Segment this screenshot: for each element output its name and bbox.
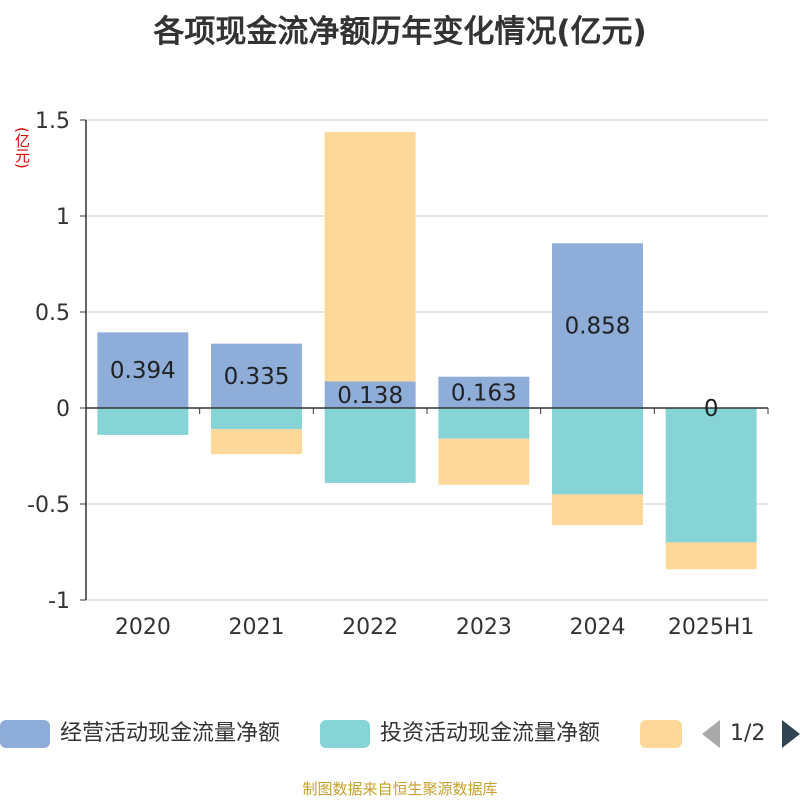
data-label-operating: 0.394 bbox=[110, 358, 176, 384]
y-tick-label: 1.5 bbox=[35, 109, 70, 134]
bar-investing-2025H1 bbox=[665, 408, 757, 543]
bar-third-2022 bbox=[324, 131, 416, 382]
y-tick-label: -0.5 bbox=[27, 493, 70, 518]
legend-page-indicator: 1/2 bbox=[730, 721, 766, 746]
chart-title: 各项现金流净额历年变化情况(亿元) bbox=[153, 14, 647, 50]
legend-swatch-operating[interactable] bbox=[0, 720, 50, 748]
bar-third-2024 bbox=[552, 494, 643, 526]
legend-swatch-third[interactable] bbox=[640, 720, 682, 748]
data-label-operating: 0.858 bbox=[565, 314, 631, 340]
y-tick-label: 1 bbox=[56, 205, 70, 230]
x-tick-label: 2023 bbox=[456, 615, 512, 640]
data-label-operating: 0.163 bbox=[451, 380, 517, 406]
bar-investing-2020 bbox=[97, 408, 189, 435]
data-source-note: 制图数据来自恒生聚源数据库 bbox=[302, 780, 498, 798]
legend-label-investing[interactable]: 投资活动现金流量净额 bbox=[380, 721, 601, 746]
bar-investing-2022 bbox=[324, 408, 416, 483]
bar-operating-2023 bbox=[438, 376, 530, 408]
data-label-operating: 0.138 bbox=[337, 383, 403, 409]
bar-third-2021 bbox=[211, 429, 302, 455]
x-tick-label: 2022 bbox=[342, 615, 398, 640]
bar-operating-2022 bbox=[324, 381, 416, 408]
legend-prev-page-icon[interactable] bbox=[702, 720, 720, 748]
x-tick-label: 2020 bbox=[115, 615, 171, 640]
x-tick-label: 2021 bbox=[229, 615, 285, 640]
bar-investing-2023 bbox=[438, 408, 530, 439]
data-label-operating: 0 bbox=[704, 396, 719, 422]
legend: 经营活动现金流量净额 投资活动现金流量净额 1/2 bbox=[0, 716, 800, 752]
y-tick-label: 0.5 bbox=[35, 301, 70, 326]
data-label-operating: 0.335 bbox=[224, 364, 290, 390]
x-tick-label: 2024 bbox=[570, 615, 626, 640]
y-tick-label: -1 bbox=[48, 589, 70, 614]
bar-operating-2020 bbox=[97, 332, 189, 408]
legend-next-page-icon[interactable] bbox=[782, 720, 800, 748]
x-tick-label: 2025H1 bbox=[668, 615, 755, 640]
bar-investing-2024 bbox=[552, 408, 643, 495]
y-axis-unit: (亿元) bbox=[13, 127, 31, 169]
legend-swatch-investing[interactable] bbox=[320, 720, 370, 748]
bar-operating-2021 bbox=[211, 343, 302, 408]
bar-operating-2024 bbox=[552, 243, 643, 408]
y-tick-label: 0 bbox=[56, 397, 70, 422]
bar-investing-2021 bbox=[211, 408, 302, 430]
bar-third-2025H1 bbox=[665, 542, 757, 570]
legend-label-operating[interactable]: 经营活动现金流量净额 bbox=[60, 721, 281, 746]
bar-third-2023 bbox=[438, 438, 530, 485]
bar-chart: -1 -0.5 0 0.5 1 1.5 2020 2021 2022 2023 2024 2025H1… bbox=[27, 109, 769, 640]
